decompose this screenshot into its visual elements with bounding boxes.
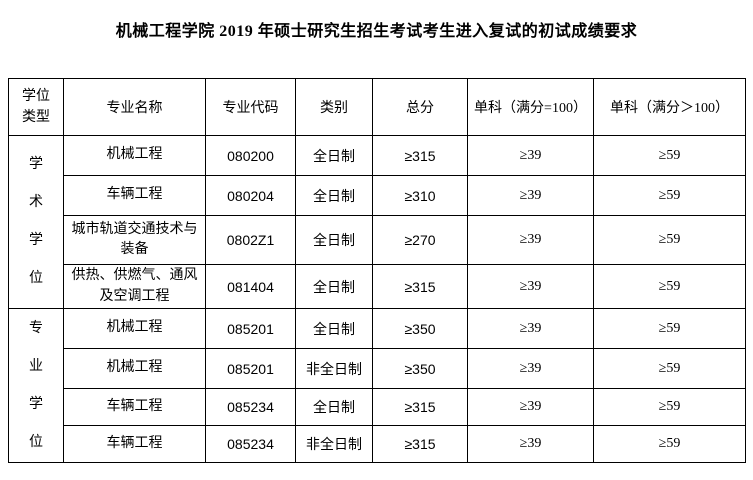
code-cell: 0802Z1 [205,215,296,265]
table-row: 城市轨道交通技术与装备 0802Z1 全日制 ≥270 ≥39 ≥59 [9,215,746,265]
table-row: 专业学位 机械工程 085201 全日制 ≥350 ≥39 ≥59 [8,308,746,463]
header-single-eq100: 单科（满分=100） [467,78,594,136]
total-score-cell: ≥315 [372,135,468,176]
major-cell: 车辆工程 [63,175,206,216]
single-gt100-cell: ≥59 [593,175,746,216]
header-code: 专业代码 [205,78,296,136]
single-gt100-cell: ≥59 [593,135,746,176]
page-title: 机械工程学院 2019 年硕士研究生招生考试考生进入复试的初试成绩要求 [115,23,638,40]
score-requirements-table: 学位类型 专业名称 专业代码 类别 总分 单科（满分=100） 单科（满分＞10… [8,78,746,463]
category-cell: 全日制 [295,135,373,176]
single-eq100-cell: ≥39 [467,348,594,389]
major-cell: 机械工程 [63,308,206,349]
code-cell: 085234 [205,425,296,463]
category-cell: 全日制 [295,264,373,309]
code-cell: 085201 [205,308,296,349]
major-cell: 城市轨道交通技术与装备 [63,215,206,265]
single-gt100-cell: ≥59 [593,388,746,426]
degree-type-academic-cell: 学术学位 [8,135,64,309]
code-cell: 080200 [205,135,296,176]
table-row: 机械工程 085201 非全日制 ≥350 ≥39 ≥59 [9,348,746,389]
category-cell: 全日制 [295,215,373,265]
single-eq100-cell: ≥39 [467,175,594,216]
table-row: 车辆工程 085234 非全日制 ≥315 ≥39 ≥59 [9,425,746,463]
category-cell: 全日制 [295,388,373,426]
header-total: 总分 [372,78,468,136]
code-cell: 080204 [205,175,296,216]
header-row: 学位类型 专业名称 专业代码 类别 总分 单科（满分=100） 单科（满分＞10… [8,78,746,136]
single-eq100-cell: ≥39 [467,135,594,176]
degree-type-professional-label: 专业学位 [28,320,43,450]
table-row: 供热、供燃气、通风及空调工程 081404 全日制 ≥315 ≥39 ≥59 [9,264,746,309]
major-cell: 机械工程 [63,135,206,176]
total-score-cell: ≥310 [372,175,468,216]
degree-type-academic-label: 学术学位 [28,157,43,286]
code-cell: 085201 [205,348,296,389]
category-cell: 全日制 [295,308,373,349]
major-cell: 机械工程 [63,348,206,389]
total-score-cell: ≥350 [372,348,468,389]
table-row: 车辆工程 085234 全日制 ≥315 ≥39 ≥59 [9,388,746,426]
degree-type-professional-cell: 专业学位 [8,308,64,463]
single-eq100-cell: ≥39 [467,308,594,349]
single-gt100-cell: ≥59 [593,425,746,463]
header-single-gt100: 单科（满分＞100） [593,78,746,136]
single-eq100-cell: ≥39 [467,264,594,309]
header-category: 类别 [295,78,373,136]
category-cell: 非全日制 [295,348,373,389]
category-cell: 全日制 [295,175,373,216]
single-gt100-cell: ≥59 [593,308,746,349]
table-row: 车辆工程 080204 全日制 ≥310 ≥39 ≥59 [9,175,746,216]
category-cell: 非全日制 [295,425,373,463]
single-eq100-cell: ≥39 [467,215,594,265]
header-degree-type: 学位类型 [8,78,64,136]
single-gt100-cell: ≥59 [593,348,746,389]
single-eq100-cell: ≥39 [467,425,594,463]
table-row: 学术学位 机械工程 080200 全日制 ≥315 ≥39 ≥59 [8,135,746,309]
header-major: 专业名称 [63,78,206,136]
total-score-cell: ≥315 [372,425,468,463]
header-degree-type-label: 学位类型 [21,89,50,125]
single-eq100-cell: ≥39 [467,388,594,426]
major-cell: 车辆工程 [63,425,206,463]
single-gt100-cell: ≥59 [593,215,746,265]
single-gt100-cell: ≥59 [593,264,746,309]
total-score-cell: ≥315 [372,388,468,426]
total-score-cell: ≥270 [372,215,468,265]
total-score-cell: ≥350 [372,308,468,349]
total-score-cell: ≥315 [372,264,468,309]
code-cell: 081404 [205,264,296,309]
code-cell: 085234 [205,388,296,426]
major-cell: 车辆工程 [63,388,206,426]
major-cell: 供热、供燃气、通风及空调工程 [63,264,206,309]
